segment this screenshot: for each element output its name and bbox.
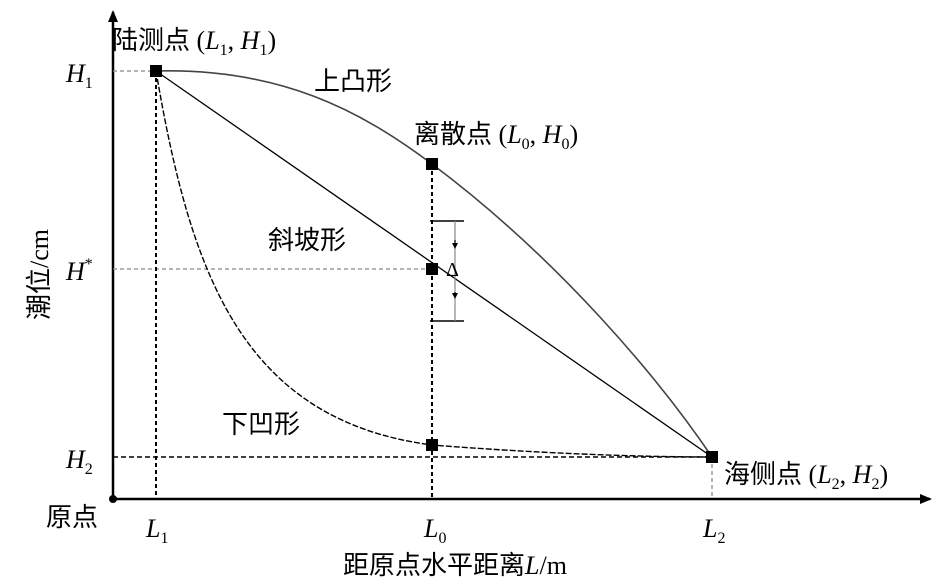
y-tick-hstar: H* xyxy=(65,256,93,286)
x-tick-l2: L2 xyxy=(702,514,725,547)
concave-point-marker xyxy=(426,439,438,451)
land-point-label: 陆测点 (L1, H1) xyxy=(112,26,276,59)
delta-symbol: Δ xyxy=(446,259,459,281)
concave-curve xyxy=(155,70,713,458)
x-tick-l0: L0 xyxy=(423,514,446,547)
y-tick-h2: H2 xyxy=(65,445,93,478)
origin-label: 原点 xyxy=(46,503,98,532)
concave-label: 下凹形 xyxy=(222,410,300,439)
discrete-point-label: 离散点 (L0, H0) xyxy=(414,120,578,153)
convex-label: 上凸形 xyxy=(314,67,392,96)
x-axis-label: 距原点水平距离L/m xyxy=(343,551,567,580)
slope-label: 斜坡形 xyxy=(268,226,346,255)
discrete-point-marker xyxy=(426,158,438,170)
y-tick-h1: H1 xyxy=(65,59,93,92)
sea-point-marker xyxy=(706,451,718,463)
mid-point-marker xyxy=(426,263,438,275)
convex-curve xyxy=(155,70,713,458)
y-axis-label: 潮位/cm xyxy=(25,229,54,320)
x-tick-l1: L1 xyxy=(145,514,168,547)
land-point-marker xyxy=(150,65,162,77)
sea-point-label: 海侧点 (L2, H2) xyxy=(724,460,888,493)
origin-dot xyxy=(109,495,117,503)
